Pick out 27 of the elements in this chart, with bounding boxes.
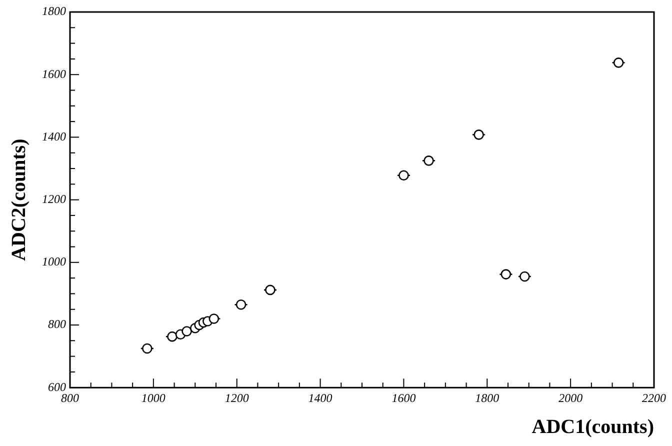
- y-tick-label: 1200: [42, 192, 66, 206]
- x-tick-label: 1200: [224, 390, 249, 405]
- point: [236, 300, 246, 310]
- y-tick-label: 1600: [42, 66, 66, 81]
- x-axis-title: ADC1(counts): [532, 416, 654, 438]
- point: [474, 130, 484, 140]
- y-tick-label: 800: [48, 317, 66, 332]
- y-axis-title: ADC2(counts): [8, 138, 30, 261]
- y-tick-label: 1000: [42, 254, 66, 269]
- point: [265, 284, 276, 296]
- x-tick-label: 2000: [558, 390, 583, 405]
- x-tick-label: 1400: [308, 390, 332, 405]
- x-tick-label: 1000: [141, 390, 166, 405]
- point: [500, 269, 512, 280]
- point: [142, 343, 152, 354]
- point: [182, 326, 192, 336]
- x-tick-label: 1600: [392, 390, 416, 405]
- x-tick-label: 2200: [642, 390, 666, 405]
- point: [398, 170, 409, 181]
- point: [424, 156, 434, 166]
- point: [208, 314, 220, 324]
- y-tick-label: 1400: [42, 129, 66, 144]
- y-tick-label: 1800: [42, 4, 66, 18]
- point: [520, 271, 530, 282]
- point: [167, 331, 178, 342]
- x-tick-label: 1800: [475, 390, 500, 405]
- point: [613, 58, 624, 68]
